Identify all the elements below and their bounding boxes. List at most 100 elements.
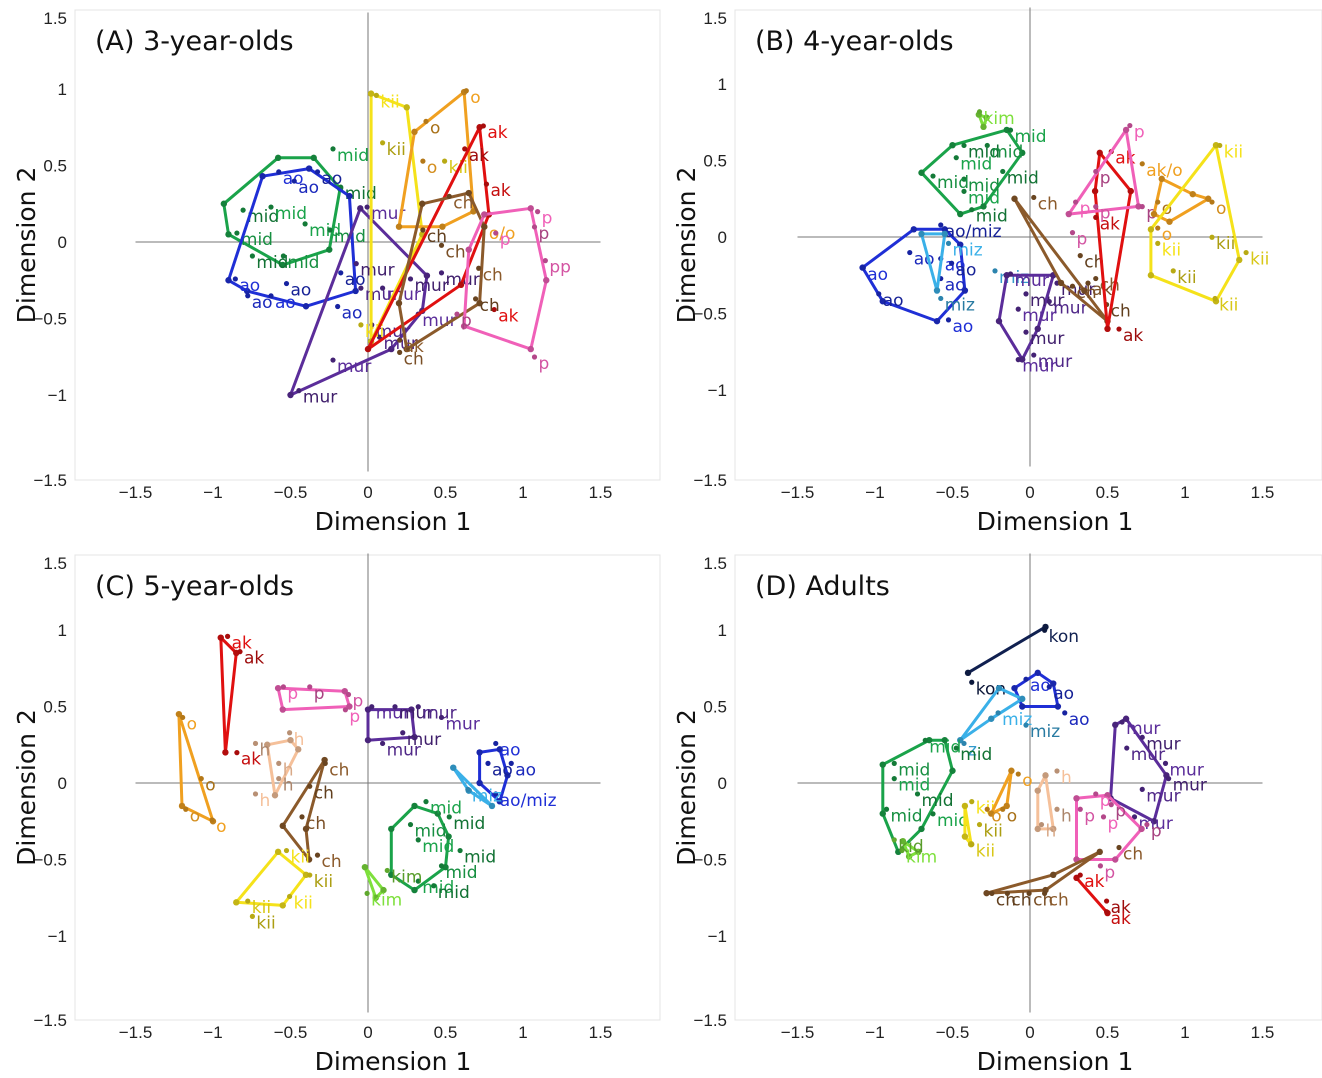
point-kim xyxy=(905,853,913,860)
point-p xyxy=(527,345,534,353)
point-label-mid: mid xyxy=(960,745,992,765)
point-mid xyxy=(234,230,240,236)
point-ao xyxy=(283,280,290,287)
plot-area xyxy=(734,9,1322,481)
point-label-kii: kii xyxy=(984,822,1003,842)
point-kii xyxy=(1236,256,1243,264)
point-ch xyxy=(1031,194,1037,201)
point-label-mid: mid xyxy=(422,837,454,857)
point-ao xyxy=(910,226,917,233)
x-tick-label: 1.5 xyxy=(1251,483,1275,502)
point-p xyxy=(1100,814,1107,820)
point-ao xyxy=(314,169,321,175)
panel-title: (B) 4-year-olds xyxy=(755,26,954,57)
hull-ao xyxy=(478,747,509,803)
point-label-ao: ao xyxy=(291,281,312,301)
point-label-p: p xyxy=(1077,230,1088,250)
point-label-ao: ao xyxy=(953,317,974,337)
point-h xyxy=(287,736,294,744)
point-ak xyxy=(1093,214,1099,220)
point-label-kii: kii xyxy=(256,913,275,933)
point-label-p: p xyxy=(539,354,550,374)
point-o xyxy=(1139,161,1145,167)
point-ch xyxy=(420,227,426,233)
y-tick-label: −0.5 xyxy=(33,851,67,870)
point-mid xyxy=(891,760,897,766)
point-label-h: h xyxy=(260,791,271,811)
x-tick-label: −0.5 xyxy=(936,1023,970,1042)
point-ch xyxy=(1057,279,1065,287)
point-label-ao: ao/miz xyxy=(500,791,557,811)
plot-area xyxy=(734,554,1322,1021)
point-label-mid: mid xyxy=(937,811,969,831)
point-ao xyxy=(1011,684,1018,692)
group-p: p p pp xyxy=(274,684,363,727)
point-label-p: pp xyxy=(549,258,571,278)
point-o xyxy=(1155,199,1161,205)
point-label-ch: ak xyxy=(1092,280,1112,300)
point-kim xyxy=(372,894,379,901)
point-label-ch: ch xyxy=(480,296,500,316)
point-label-ch: ch xyxy=(996,890,1016,910)
point-h xyxy=(264,741,271,748)
hull-mur xyxy=(289,206,429,397)
y-axis-label: Dimension 2 xyxy=(672,167,701,324)
point-ao xyxy=(496,746,503,753)
point-p xyxy=(543,277,550,284)
point-o xyxy=(984,806,990,812)
point-mur xyxy=(330,357,336,363)
point-ch xyxy=(1085,280,1091,286)
point-mur xyxy=(1034,325,1041,332)
point-ao xyxy=(346,192,353,200)
x-tick-label: 0 xyxy=(1025,1023,1034,1042)
point-mid xyxy=(1019,149,1026,157)
point-miz xyxy=(465,786,471,792)
point-label-ch: ch xyxy=(314,783,334,803)
point-mur xyxy=(353,261,359,267)
point-mur xyxy=(1139,734,1145,740)
x-axis-label: Dimension 1 xyxy=(315,507,472,536)
point-mur xyxy=(364,204,370,210)
point-ao xyxy=(268,293,274,299)
point-label-mid: mid xyxy=(960,155,992,175)
point-ch xyxy=(1116,844,1122,851)
point-label-kim: kim xyxy=(906,848,937,868)
point-kim xyxy=(899,847,905,854)
point-label-miz: miz xyxy=(953,240,983,260)
point-mid xyxy=(922,737,928,744)
point-label-mur: mur xyxy=(1038,352,1072,372)
point-label-h: h xyxy=(260,740,271,760)
point-label-ch: ch xyxy=(329,760,349,780)
point-mid xyxy=(953,745,959,751)
point-p xyxy=(274,684,282,692)
point-label-kim: kid xyxy=(898,837,923,857)
x-tick-label: 1 xyxy=(518,483,527,502)
point-o xyxy=(178,802,186,810)
point-label-mur: mur xyxy=(415,276,449,296)
point-label-mur: mur xyxy=(1146,786,1180,806)
point-p xyxy=(1122,126,1130,134)
point-kim xyxy=(380,886,387,894)
point-h xyxy=(287,730,293,736)
point-mur xyxy=(408,706,415,713)
point-kon xyxy=(969,679,975,685)
point-mur xyxy=(423,272,431,279)
point-mur xyxy=(438,270,445,276)
y-tick-label: 0.5 xyxy=(43,698,67,717)
point-label-mur: mur xyxy=(360,261,394,281)
point-mur xyxy=(369,704,375,710)
point-label-ak: ak xyxy=(232,633,252,653)
point-p xyxy=(280,684,286,690)
point-miz xyxy=(938,295,944,302)
point-kii xyxy=(1217,142,1223,149)
point-label-p: p xyxy=(349,707,360,727)
x-tick-label: −1 xyxy=(203,1023,222,1042)
point-miz xyxy=(992,268,998,274)
point-kii xyxy=(403,104,410,111)
point-label-mur: mur xyxy=(1139,814,1173,834)
group-o: ooo xyxy=(984,767,1033,826)
point-label-ao: ao xyxy=(945,276,966,296)
